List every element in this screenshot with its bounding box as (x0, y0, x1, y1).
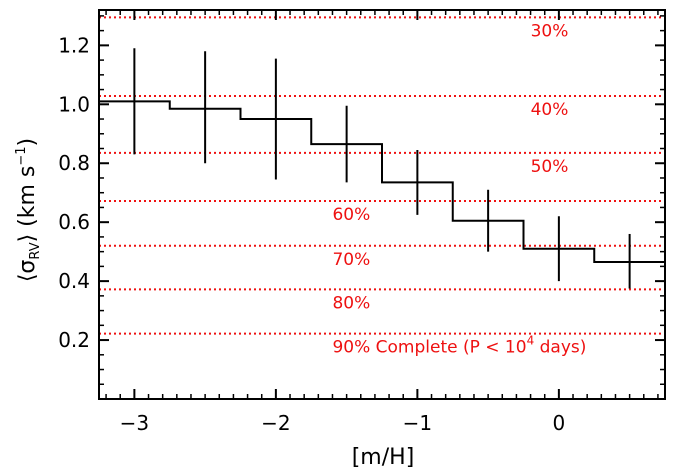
reference-label-text: 80% (332, 294, 370, 314)
reference-label-superscript: 4 (527, 334, 535, 348)
x-tick-label: 0 (553, 411, 566, 435)
reference-label-text: 60% (332, 205, 370, 225)
y-axis-label-subscript: RV (28, 242, 43, 259)
reference-label-text: 70% (332, 250, 370, 270)
y-tick-label: 0.6 (58, 210, 90, 234)
reference-label: 80% (332, 294, 370, 314)
reference-label-text: 50% (531, 157, 569, 177)
reference-label: 50% (531, 157, 569, 177)
x-tick-label: −2 (261, 411, 290, 435)
reference-label-text: 30% (531, 22, 569, 42)
reference-label-tail: days) (534, 338, 586, 358)
x-tick-label: −1 (403, 411, 432, 435)
step-line (99, 100, 665, 263)
y-axis-label-suffix: ) (15, 138, 40, 147)
axes: −3 −2 −1 0 0.2 0.4 0.6 0.8 1.0 1.2 (58, 9, 666, 435)
reference-label: 30% (531, 22, 569, 42)
y-tick-label: 1.2 (58, 33, 90, 57)
y-tick-label: 1.0 (58, 92, 90, 116)
plot-frame (98, 9, 666, 400)
reference-label-text: 40% (531, 100, 569, 120)
reference-label-text: 90% Complete (P < 10 (332, 338, 526, 358)
y-tick-label: 0.8 (58, 151, 90, 175)
y-tick-label: 0.4 (58, 269, 90, 293)
x-axis-label: [m/H] (352, 445, 415, 470)
reference-label: 70% (332, 250, 370, 270)
y-axis-label-prefix: ⟨σ (15, 260, 40, 283)
reference-label: 90% Complete (P < 104 days) (332, 334, 586, 358)
reference-labels: 30% 40% 50% 60% 70% 80% 90% Complete (P < 104 … (332, 22, 586, 358)
y-axis-label-mid: ⟩ (km s (15, 166, 40, 243)
series-layer (99, 48, 665, 289)
x-tick-label: −3 (120, 411, 149, 435)
reference-label: 40% (531, 100, 569, 120)
reference-lines (99, 16, 665, 335)
y-axis-label: ⟨σRV⟩ (km s−1) (14, 138, 43, 282)
reference-label: 60% (332, 205, 370, 225)
y-tick-label: 0.2 (58, 328, 90, 352)
y-axis-label-superscript: −1 (14, 146, 29, 165)
